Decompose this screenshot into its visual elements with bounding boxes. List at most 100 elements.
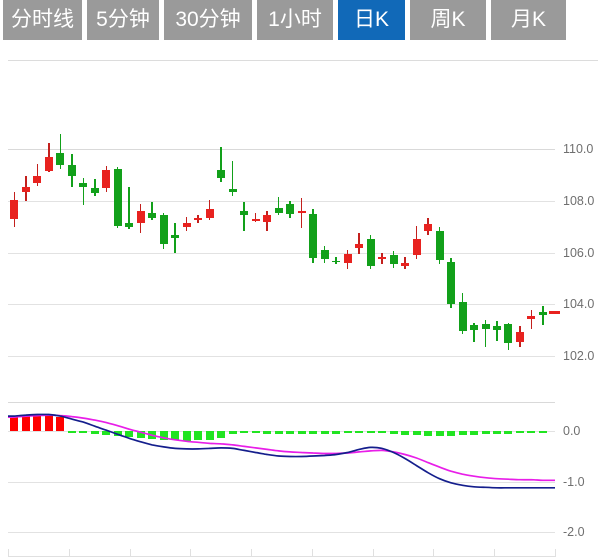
- x-axis-tick: [311, 549, 313, 557]
- tabbar-separator: [8, 60, 598, 61]
- x-axis-tick: [8, 549, 9, 557]
- macd-bar: [355, 431, 363, 433]
- price-axis-label: 108.0: [563, 194, 595, 208]
- macd-bar: [424, 431, 432, 436]
- candle-body: [90, 188, 99, 194]
- candle-wick: [484, 319, 487, 348]
- candle-body: [10, 199, 19, 220]
- candle-wick: [254, 212, 257, 222]
- candle-wick: [300, 198, 303, 229]
- dif-line-path: [7, 413, 555, 489]
- macd-bar: [447, 431, 455, 436]
- price-gridline: [8, 304, 555, 306]
- macd-bar: [274, 431, 283, 434]
- candle-body: [217, 170, 226, 178]
- candle-body: [79, 182, 88, 187]
- candle-body: [447, 261, 455, 305]
- macd-bar: [159, 431, 168, 440]
- candle-body: [424, 224, 432, 231]
- macd-bar: [182, 431, 191, 441]
- candle-wick: [59, 133, 62, 169]
- macd-bar: [538, 431, 547, 434]
- candle-wick: [82, 177, 85, 205]
- last-price-marker: [548, 310, 560, 314]
- macd-bar: [194, 431, 203, 441]
- candle-body: [343, 254, 352, 264]
- macd-bar: [44, 416, 53, 432]
- candle-body: [136, 211, 145, 223]
- candle-body: [102, 170, 111, 189]
- macd-axis-label: -2.0: [563, 525, 585, 540]
- tab-day-k[interactable]: 日K: [338, 0, 405, 40]
- candle-body: [159, 215, 168, 244]
- candle-body: [332, 260, 341, 263]
- macd-bar: [309, 431, 318, 435]
- tab-1hour[interactable]: 1小时: [257, 0, 333, 40]
- tab-30min[interactable]: 30分钟: [164, 0, 252, 40]
- macd-bar: [527, 431, 536, 434]
- panel-separator: [8, 402, 555, 403]
- x-axis-tick: [68, 549, 70, 557]
- macd-bar: [263, 431, 272, 434]
- candle-body: [251, 219, 260, 221]
- macd-bar: [435, 431, 444, 436]
- candle-wick: [231, 160, 234, 196]
- x-axis-tick: [372, 549, 374, 557]
- candle-body: [228, 189, 237, 192]
- macd-bar: [102, 431, 111, 435]
- x-axis-tick: [494, 549, 496, 557]
- candle-body: [378, 256, 386, 260]
- candle-wick: [335, 256, 337, 265]
- macd-bar: [401, 431, 409, 435]
- macd-bar: [320, 431, 329, 435]
- macd-bar: [378, 431, 386, 434]
- x-axis-tick: [251, 549, 253, 557]
- candle-body: [171, 234, 180, 239]
- macd-bar: [21, 416, 30, 432]
- candle-body: [148, 212, 157, 218]
- macd-bar: [492, 431, 501, 434]
- macd-bar: [389, 431, 398, 435]
- price-gridline: [8, 201, 555, 202]
- price-axis-label: 104.0: [563, 297, 595, 312]
- price-gridline: [8, 149, 555, 151]
- candle-wick: [128, 186, 130, 230]
- candle-body: [274, 207, 283, 213]
- candle-body: [67, 164, 76, 177]
- x-axis-tick: [555, 549, 556, 557]
- macd-bar: [79, 431, 88, 433]
- candle-wick: [36, 163, 39, 186]
- candle-body: [194, 217, 203, 221]
- candle-body: [297, 211, 306, 213]
- dea-line-path: [7, 414, 555, 482]
- price-gridline: [8, 252, 555, 254]
- tab-month-k[interactable]: 月K: [491, 0, 566, 40]
- macd-bar: [458, 431, 467, 436]
- candle-body: [401, 263, 409, 266]
- macd-bar: [412, 431, 421, 436]
- candle-body: [389, 255, 398, 265]
- stock-chart[interactable]: 110.0 108.0 106.0 104.0 102.0 0.0 -1.0 -2.0: [0, 62, 613, 557]
- x-axis-tick: [190, 549, 192, 557]
- candle-body: [125, 223, 134, 227]
- candle-body: [504, 323, 513, 344]
- candle-body: [113, 168, 122, 226]
- candle-wick: [530, 309, 533, 329]
- macd-bar: [33, 416, 42, 432]
- macd-bar: [136, 431, 145, 439]
- candle-body: [492, 326, 501, 331]
- macd-bar: [205, 431, 214, 440]
- tab-week-k[interactable]: 周K: [410, 0, 486, 40]
- macd-bar: [343, 431, 352, 434]
- macd-bar: [228, 431, 237, 434]
- candle-body: [527, 316, 536, 319]
- candle-body: [412, 238, 421, 256]
- candle-wick: [151, 202, 153, 221]
- macd-axis-label: 0.0: [563, 424, 581, 439]
- candle-body: [21, 186, 30, 192]
- macd-bar: [504, 431, 513, 434]
- candle-wick: [94, 179, 96, 196]
- tab-timeline[interactable]: 分时线: [3, 0, 82, 40]
- tab-5min[interactable]: 5分钟: [87, 0, 159, 40]
- candle-wick: [277, 197, 280, 216]
